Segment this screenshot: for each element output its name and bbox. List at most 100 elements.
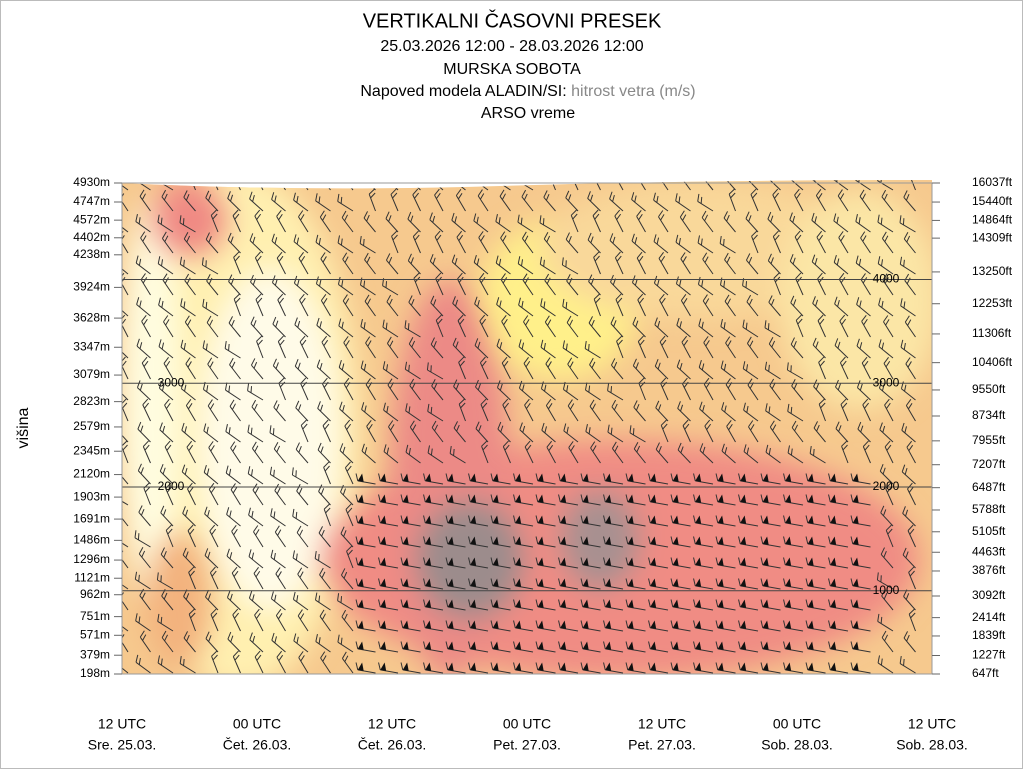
barb-flag xyxy=(740,557,747,566)
barb-tick xyxy=(161,630,167,638)
barb xyxy=(400,557,421,569)
barb-staff xyxy=(816,236,826,254)
barb-staff xyxy=(141,362,151,380)
barb xyxy=(445,515,466,527)
barb-tick xyxy=(455,341,459,349)
barb-staff xyxy=(638,383,646,401)
barb-tick xyxy=(297,362,301,370)
barb-staff xyxy=(544,280,556,296)
barb-staff xyxy=(742,326,759,338)
barb-tick xyxy=(423,641,426,649)
barb-staff xyxy=(495,221,511,233)
barb-tick xyxy=(323,503,331,510)
barb-tick xyxy=(794,188,800,196)
barb-flag xyxy=(357,494,364,503)
barb xyxy=(558,494,579,506)
barb-staff xyxy=(791,385,804,401)
barb-tick xyxy=(654,359,659,367)
barb-staff xyxy=(885,488,894,506)
barb xyxy=(535,557,556,569)
barb xyxy=(378,515,399,527)
barb-tick xyxy=(404,320,407,328)
barb-staff xyxy=(746,301,759,317)
barb-tick xyxy=(547,319,552,326)
barb-flag xyxy=(605,662,612,671)
barb-staff xyxy=(742,285,759,296)
barb-tick xyxy=(805,473,809,481)
barb-tick xyxy=(828,557,831,565)
barb-tick xyxy=(320,404,324,412)
barb-tick xyxy=(783,515,786,523)
barb-tick xyxy=(541,422,545,431)
barb-staff xyxy=(882,279,894,296)
barb-tick xyxy=(625,515,629,523)
barb xyxy=(364,252,376,275)
barb-tick xyxy=(160,505,165,514)
barb-flag xyxy=(717,641,724,650)
barb xyxy=(818,356,826,380)
barb-tick xyxy=(400,473,404,481)
barb xyxy=(141,356,151,380)
barb xyxy=(748,420,759,443)
barb-tick xyxy=(164,440,171,448)
barb xyxy=(122,303,129,317)
barb-tick xyxy=(811,254,816,263)
barb-tick xyxy=(436,192,441,199)
barb-tick xyxy=(882,425,886,433)
barb-staff xyxy=(122,220,129,233)
barb xyxy=(296,525,309,548)
barb-tick xyxy=(909,570,915,577)
barb-tick xyxy=(482,402,488,409)
barb xyxy=(562,340,579,359)
barb-tick xyxy=(315,234,319,243)
barb-staff xyxy=(695,627,714,632)
barb-staff xyxy=(515,543,534,548)
barb-staff xyxy=(247,473,264,485)
barb-tick xyxy=(523,315,529,323)
barb-tick xyxy=(570,445,575,452)
barb xyxy=(772,230,781,254)
barb-tick xyxy=(252,236,256,244)
barb-tick xyxy=(337,193,340,202)
barb-staff xyxy=(543,196,556,212)
barb-tick xyxy=(901,422,905,431)
barb xyxy=(423,578,444,590)
barb-tick xyxy=(423,494,426,502)
barb xyxy=(249,233,264,254)
barb-tick xyxy=(702,252,708,260)
barb-tick xyxy=(134,571,138,580)
barb xyxy=(614,251,624,275)
barb-tick xyxy=(158,297,161,306)
barb-staff xyxy=(612,448,624,464)
barb xyxy=(738,515,759,527)
barb-tick xyxy=(884,440,891,448)
barb-staff xyxy=(877,263,894,275)
barb-staff xyxy=(299,299,309,317)
barb-staff xyxy=(122,594,129,611)
barb-tick xyxy=(340,526,345,534)
barb-tick xyxy=(186,235,191,243)
barb-tick xyxy=(881,231,887,239)
barb-tick xyxy=(862,440,869,447)
barb xyxy=(319,210,331,233)
barb xyxy=(500,231,511,254)
barb xyxy=(738,557,759,569)
barb xyxy=(513,620,534,632)
barb-tick xyxy=(411,340,416,348)
barb xyxy=(122,495,129,506)
barb-tick xyxy=(319,321,322,329)
barb-tick xyxy=(632,428,635,435)
barb-staff xyxy=(122,661,129,674)
barb-tick xyxy=(558,557,561,565)
barb xyxy=(880,505,894,527)
barb-tick xyxy=(879,464,884,472)
barb-tick xyxy=(361,402,365,410)
barb-staff xyxy=(163,321,174,338)
barb xyxy=(468,515,489,527)
barb xyxy=(592,209,601,233)
barb xyxy=(400,599,421,611)
barb-tick xyxy=(159,422,163,430)
barb-tick xyxy=(625,536,629,544)
barb xyxy=(546,440,556,464)
barb-tick xyxy=(230,236,234,244)
